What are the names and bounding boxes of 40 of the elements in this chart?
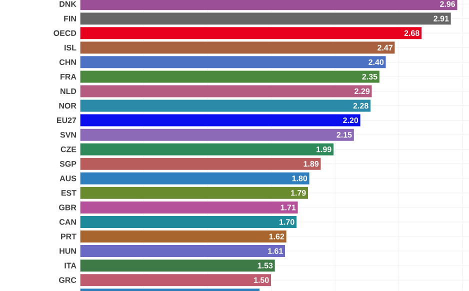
y-tick-label: NLD bbox=[60, 88, 76, 94]
data-label: 1.71 bbox=[280, 204, 296, 210]
y-tick-label: CAN bbox=[59, 219, 76, 225]
data-label: 2.28 bbox=[353, 102, 368, 109]
y-tick-label: EST bbox=[61, 190, 76, 196]
data-label: 2.40 bbox=[368, 59, 384, 66]
data-label: 2.68 bbox=[404, 30, 420, 36]
data-label: 1.80 bbox=[292, 176, 308, 182]
data-label: 1.79 bbox=[291, 190, 306, 196]
data-label: 2.35 bbox=[362, 74, 378, 80]
y-tick-label: CHN bbox=[59, 59, 76, 66]
y-tick-label: PRT bbox=[61, 234, 76, 240]
y-tick-label: CZE bbox=[60, 146, 76, 152]
y-tick-label: SGP bbox=[60, 161, 76, 167]
data-label: 1.89 bbox=[304, 161, 319, 167]
data-label: 1.61 bbox=[268, 248, 283, 254]
data-label: 2.20 bbox=[343, 117, 358, 124]
data-label: 1.50 bbox=[254, 277, 269, 283]
y-tick-label: OECD bbox=[54, 30, 76, 36]
y-tick-label: HUN bbox=[60, 248, 76, 254]
y-tick-label: ISL bbox=[64, 44, 76, 50]
y-tick-label: GRC bbox=[59, 277, 76, 283]
data-label: 1.70 bbox=[280, 219, 294, 225]
y-tick-label: FIN bbox=[64, 16, 76, 22]
data-label: 1.99 bbox=[316, 146, 332, 152]
y-tick-label: SVN bbox=[60, 132, 76, 138]
data-label: 2.91 bbox=[434, 16, 449, 22]
y-tick-label: DNK bbox=[60, 1, 76, 7]
y-tick-label: EU27 bbox=[56, 117, 76, 124]
data-label: 1.62 bbox=[269, 234, 284, 240]
data-label: 2.29 bbox=[354, 88, 370, 94]
y-tick-label: AUS bbox=[60, 176, 76, 182]
data-label: 1.53 bbox=[258, 262, 273, 268]
data-label: 2.15 bbox=[336, 132, 352, 138]
y-tick-label: NOR bbox=[59, 102, 76, 109]
y-tick-label: GBR bbox=[59, 204, 76, 210]
data-label: 2.96 bbox=[440, 1, 456, 7]
y-tick-label: FRA bbox=[60, 74, 76, 80]
y-tick-label: ITA bbox=[64, 262, 76, 268]
data-label: 2.47 bbox=[378, 44, 392, 50]
